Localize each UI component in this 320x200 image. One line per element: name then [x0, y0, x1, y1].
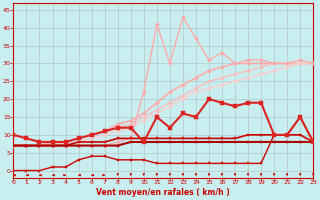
- X-axis label: Vent moyen/en rafales ( km/h ): Vent moyen/en rafales ( km/h ): [96, 188, 230, 197]
